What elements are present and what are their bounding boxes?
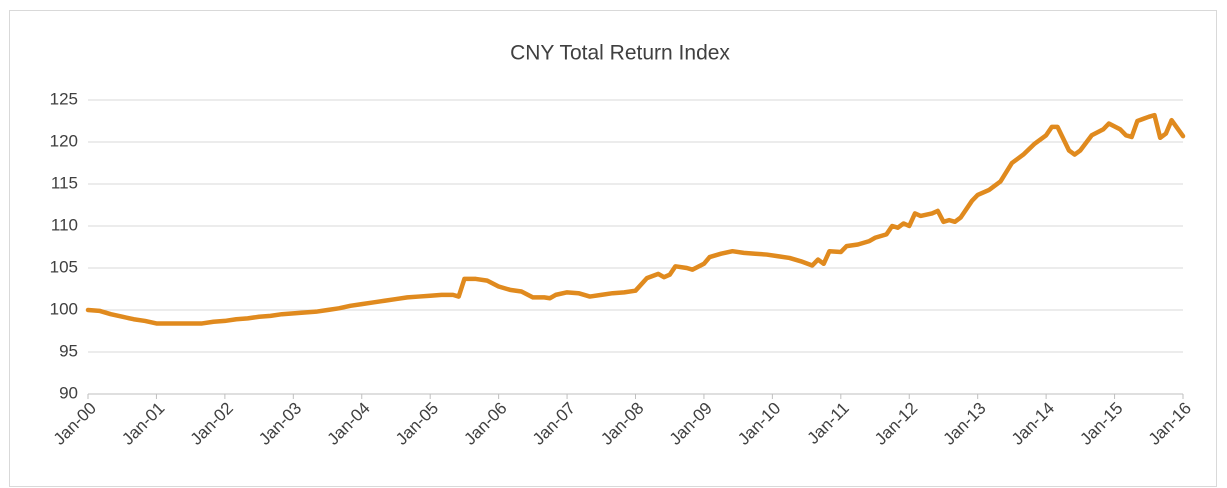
y-tick-label: 120 (50, 131, 78, 150)
y-tick-label: 90 (59, 383, 78, 402)
line-series (85, 112, 1186, 326)
chart-frame (9, 10, 1217, 487)
y-tick-label: 125 (50, 89, 78, 108)
chart-title: CNY Total Return Index (510, 42, 730, 65)
y-tick-label: 95 (59, 341, 78, 360)
y-tick-label: 105 (50, 257, 78, 276)
y-tick-label: 100 (50, 299, 78, 318)
y-tick-label: 115 (51, 173, 78, 192)
y-tick-label: 110 (51, 215, 78, 234)
